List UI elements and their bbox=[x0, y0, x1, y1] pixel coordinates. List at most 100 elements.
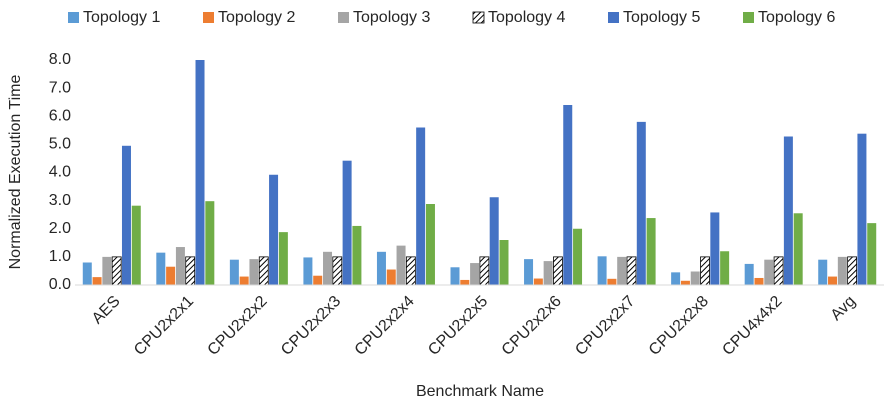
bar bbox=[460, 279, 470, 285]
y-tick-label: 2.0 bbox=[49, 220, 71, 237]
bar bbox=[195, 60, 205, 285]
bar bbox=[867, 223, 877, 285]
bar bbox=[818, 259, 828, 285]
bar bbox=[489, 197, 499, 285]
legend-swatch bbox=[68, 12, 79, 23]
bar bbox=[573, 228, 583, 285]
bar bbox=[258, 256, 269, 286]
x-tick-label: Avg bbox=[828, 293, 859, 324]
legend-label: Topology 5 bbox=[623, 9, 700, 26]
bar bbox=[720, 251, 730, 285]
bar bbox=[450, 267, 460, 285]
bar bbox=[82, 262, 92, 285]
bar bbox=[533, 278, 543, 285]
bar bbox=[754, 277, 764, 285]
legend-label: Topology 3 bbox=[353, 9, 430, 26]
bar bbox=[425, 204, 435, 285]
x-tick-label: CPU2x2x7 bbox=[572, 293, 638, 359]
legend-swatch bbox=[743, 12, 754, 23]
x-tick-label: CPU2x2x1 bbox=[131, 293, 197, 359]
x-tick-label: CPU2x2x2 bbox=[205, 293, 271, 359]
bar bbox=[764, 259, 774, 285]
bar bbox=[92, 277, 102, 285]
bar bbox=[553, 256, 563, 286]
y-tick-label: 4.0 bbox=[49, 164, 71, 181]
legend-swatch bbox=[608, 12, 619, 23]
bar bbox=[323, 251, 333, 285]
bar bbox=[102, 256, 112, 285]
legend-swatch bbox=[203, 12, 214, 23]
x-tick-label: CPU2x2x6 bbox=[499, 293, 565, 359]
y-tick-label: 3.0 bbox=[49, 192, 71, 209]
y-tick-label: 6.0 bbox=[49, 107, 71, 124]
legend-label: Topology 1 bbox=[83, 9, 160, 26]
bar bbox=[278, 232, 288, 285]
bar bbox=[332, 256, 343, 286]
bar bbox=[680, 280, 690, 285]
bar bbox=[156, 252, 166, 285]
x-tick-label: AES bbox=[89, 293, 124, 328]
bar bbox=[175, 247, 185, 285]
bar bbox=[479, 256, 490, 286]
y-tick-label: 8.0 bbox=[49, 51, 71, 68]
bar bbox=[269, 174, 279, 285]
bar bbox=[700, 256, 710, 286]
y-axis-title: Normalized Execution Time bbox=[7, 75, 24, 270]
bar bbox=[376, 251, 386, 285]
bar bbox=[239, 276, 249, 285]
legend-label: Topology 2 bbox=[218, 9, 295, 26]
bar bbox=[121, 145, 131, 285]
bar bbox=[671, 272, 681, 285]
y-tick-label: 5.0 bbox=[49, 136, 71, 153]
bar bbox=[111, 256, 122, 286]
bar bbox=[131, 205, 141, 285]
y-tick-label: 7.0 bbox=[49, 79, 71, 96]
bar bbox=[607, 278, 617, 285]
legend-label: Topology 4 bbox=[488, 9, 565, 26]
bar bbox=[626, 256, 637, 286]
bar bbox=[185, 256, 196, 286]
bar bbox=[617, 256, 627, 285]
bar bbox=[229, 259, 239, 285]
x-tick-label: CPU2x2x8 bbox=[646, 293, 712, 359]
legend-swatch bbox=[472, 11, 485, 24]
bar bbox=[313, 275, 323, 285]
legend-swatch bbox=[338, 12, 349, 23]
bar bbox=[828, 276, 838, 285]
bar bbox=[416, 127, 426, 285]
bar bbox=[470, 263, 480, 285]
bar bbox=[793, 213, 803, 285]
bar bbox=[773, 256, 784, 286]
x-tick-label: CPU2x2x3 bbox=[278, 293, 344, 359]
bar bbox=[783, 136, 793, 285]
bar bbox=[597, 256, 607, 285]
bar bbox=[857, 133, 867, 285]
bar bbox=[636, 121, 646, 285]
bar bbox=[847, 256, 858, 286]
bar bbox=[342, 160, 352, 285]
bar bbox=[396, 245, 406, 285]
bar bbox=[710, 212, 720, 285]
legend-label: Topology 6 bbox=[758, 9, 835, 26]
y-tick-label: 0.0 bbox=[49, 276, 71, 293]
bar bbox=[744, 263, 754, 285]
x-tick-label: CPU2x2x5 bbox=[425, 293, 491, 359]
bar bbox=[205, 201, 215, 285]
bar bbox=[386, 269, 396, 285]
bar bbox=[249, 259, 259, 285]
bar bbox=[499, 240, 509, 285]
bar bbox=[690, 271, 700, 285]
bar bbox=[352, 225, 362, 285]
bar bbox=[303, 257, 313, 285]
bar bbox=[563, 105, 573, 285]
bar bbox=[837, 256, 847, 285]
x-tick-label: CPU2x2x4 bbox=[352, 293, 418, 359]
bar bbox=[166, 266, 176, 285]
y-tick-label: 1.0 bbox=[49, 248, 71, 265]
bar bbox=[405, 256, 416, 286]
x-tick-label: CPU4x4x2 bbox=[719, 293, 785, 359]
bar bbox=[524, 259, 534, 285]
bar bbox=[543, 261, 553, 285]
bar bbox=[646, 218, 656, 285]
